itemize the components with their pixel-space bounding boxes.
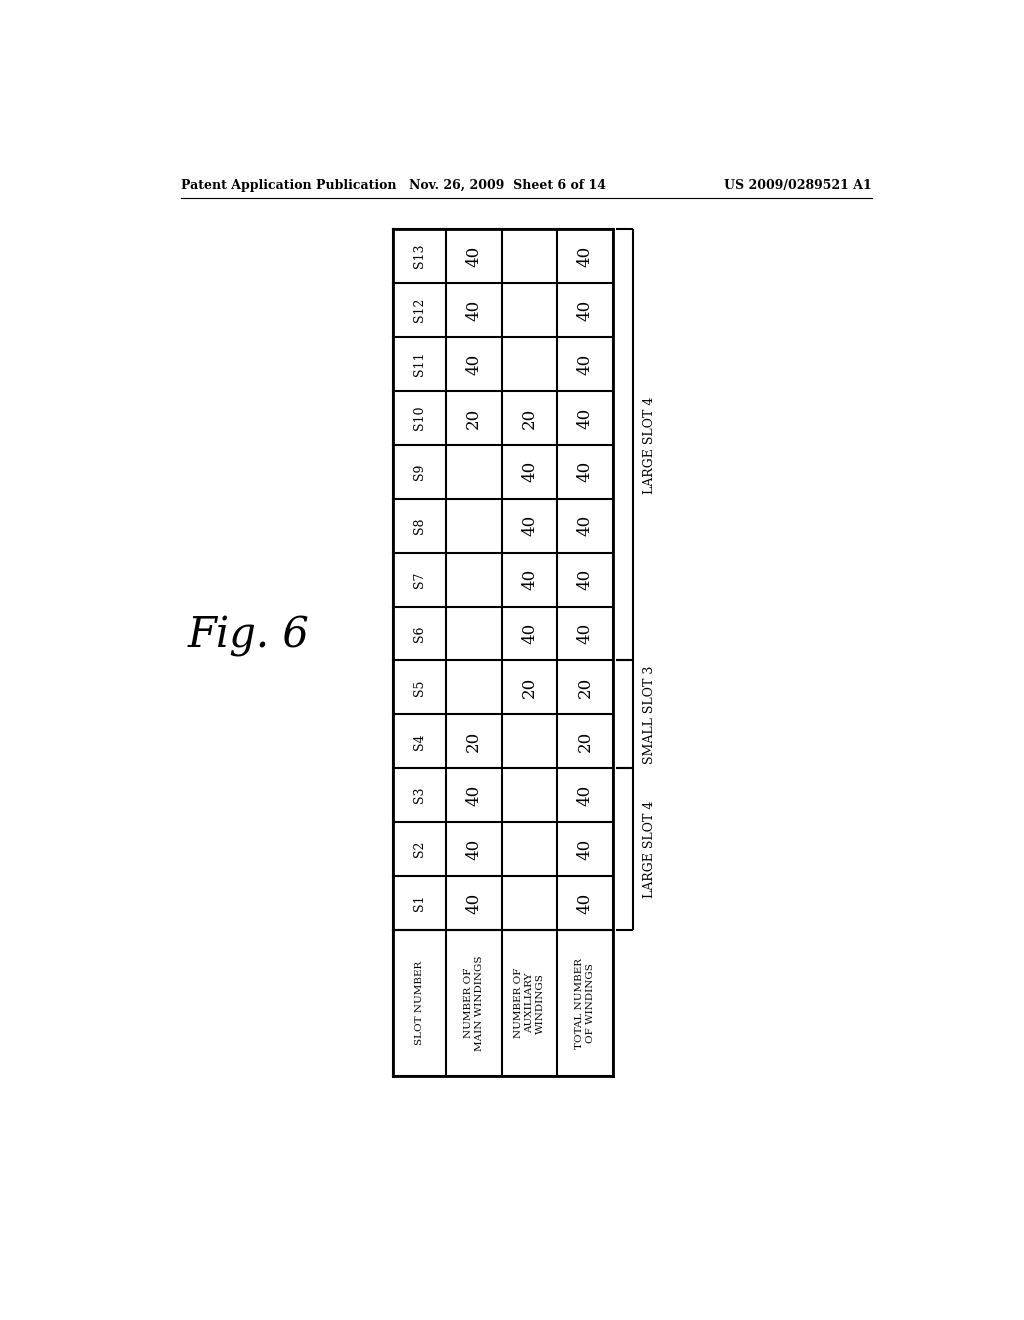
Text: 40: 40 (521, 623, 538, 644)
Text: S6: S6 (413, 626, 426, 642)
Text: 40: 40 (521, 569, 538, 590)
Text: S1: S1 (413, 895, 426, 911)
Text: 40: 40 (521, 461, 538, 482)
Text: 20: 20 (577, 731, 594, 752)
Text: SLOT NUMBER: SLOT NUMBER (415, 961, 424, 1045)
Text: 40: 40 (465, 784, 482, 805)
Text: 40: 40 (465, 838, 482, 859)
Text: S10: S10 (413, 405, 426, 430)
Text: US 2009/0289521 A1: US 2009/0289521 A1 (724, 178, 872, 191)
Text: S8: S8 (413, 517, 426, 535)
Text: 40: 40 (577, 784, 594, 805)
Text: 20: 20 (465, 731, 482, 752)
Text: 40: 40 (577, 408, 594, 429)
Text: S3: S3 (413, 787, 426, 804)
Text: 40: 40 (577, 461, 594, 482)
Text: S11: S11 (413, 351, 426, 376)
Text: 20: 20 (521, 408, 538, 429)
Text: 20: 20 (521, 677, 538, 698)
Text: S9: S9 (413, 463, 426, 480)
Text: NUMBER OF
MAIN WINDINGS: NUMBER OF MAIN WINDINGS (464, 956, 483, 1051)
Text: Patent Application Publication: Patent Application Publication (180, 178, 396, 191)
Text: 40: 40 (577, 300, 594, 321)
Text: S13: S13 (413, 244, 426, 268)
Text: S5: S5 (413, 680, 426, 696)
Text: 40: 40 (465, 300, 482, 321)
Text: S7: S7 (413, 572, 426, 587)
Text: 40: 40 (577, 515, 594, 536)
Text: 40: 40 (577, 623, 594, 644)
Text: S12: S12 (413, 298, 426, 322)
Text: NUMBER OF
AUXILIARY
WINDINGS: NUMBER OF AUXILIARY WINDINGS (514, 968, 545, 1039)
Text: 40: 40 (577, 892, 594, 913)
Text: 40: 40 (465, 892, 482, 913)
Text: S2: S2 (413, 841, 426, 857)
Text: 20: 20 (577, 677, 594, 698)
Text: 40: 40 (577, 354, 594, 375)
Text: LARGE SLOT 4: LARGE SLOT 4 (643, 396, 655, 494)
Text: 40: 40 (465, 246, 482, 267)
Text: 20: 20 (465, 408, 482, 429)
Text: S4: S4 (413, 733, 426, 750)
Text: Fig. 6: Fig. 6 (187, 615, 309, 657)
Text: 40: 40 (577, 838, 594, 859)
Text: TOTAL NUMBER
OF WINDINGS: TOTAL NUMBER OF WINDINGS (575, 957, 595, 1048)
Text: 40: 40 (577, 569, 594, 590)
Text: 40: 40 (465, 354, 482, 375)
Text: 40: 40 (521, 515, 538, 536)
Text: 40: 40 (577, 246, 594, 267)
Text: Nov. 26, 2009  Sheet 6 of 14: Nov. 26, 2009 Sheet 6 of 14 (410, 178, 606, 191)
Text: LARGE SLOT 4: LARGE SLOT 4 (643, 800, 655, 898)
Text: SMALL SLOT 3: SMALL SLOT 3 (643, 665, 655, 763)
